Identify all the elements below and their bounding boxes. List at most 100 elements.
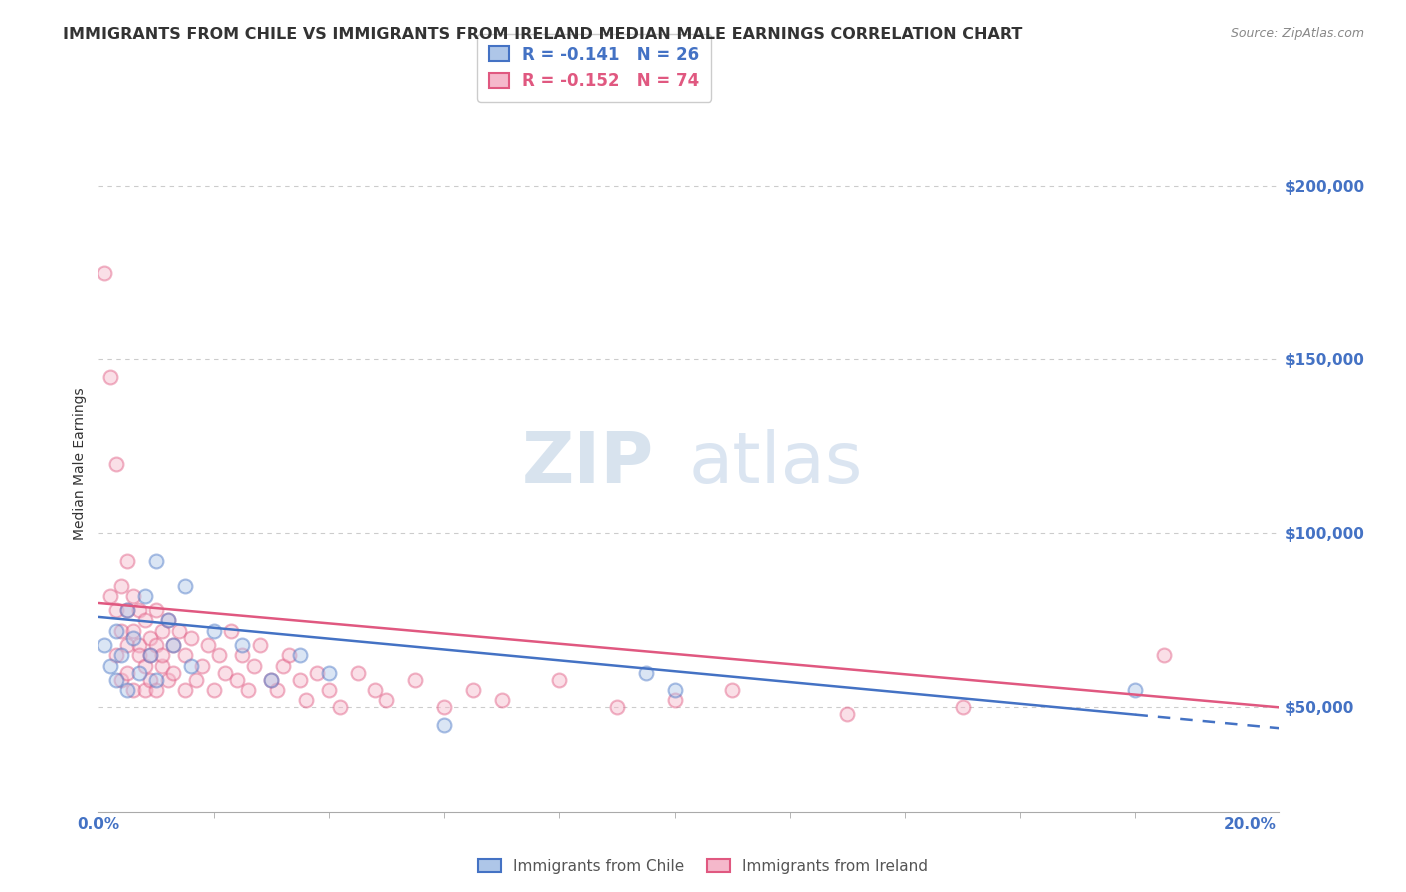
Point bbox=[139, 631, 162, 645]
Point bbox=[249, 638, 271, 652]
Point bbox=[110, 624, 132, 638]
Point bbox=[197, 638, 219, 652]
Point bbox=[404, 673, 426, 687]
Point bbox=[122, 589, 145, 603]
Legend: Immigrants from Chile, Immigrants from Ireland: Immigrants from Chile, Immigrants from I… bbox=[471, 853, 935, 880]
Point bbox=[115, 603, 138, 617]
Point bbox=[491, 693, 513, 707]
Point bbox=[145, 673, 167, 687]
Point bbox=[150, 658, 173, 673]
Point bbox=[266, 683, 288, 698]
Point bbox=[433, 717, 456, 731]
Point bbox=[288, 673, 311, 687]
Point bbox=[219, 624, 242, 638]
Point bbox=[634, 665, 657, 680]
Point bbox=[238, 683, 260, 698]
Point bbox=[110, 648, 132, 662]
Legend: R = -0.141   N = 26, R = -0.152   N = 74: R = -0.141 N = 26, R = -0.152 N = 74 bbox=[478, 34, 711, 102]
Point bbox=[104, 603, 127, 617]
Point bbox=[104, 673, 127, 687]
Point bbox=[122, 631, 145, 645]
Point bbox=[214, 665, 236, 680]
Point bbox=[93, 638, 115, 652]
Point bbox=[134, 658, 156, 673]
Point bbox=[104, 648, 127, 662]
Point bbox=[98, 369, 121, 384]
Point bbox=[98, 589, 121, 603]
Point bbox=[145, 638, 167, 652]
Point bbox=[156, 614, 179, 628]
Point bbox=[202, 683, 225, 698]
Point bbox=[295, 693, 318, 707]
Point bbox=[180, 658, 202, 673]
Point bbox=[122, 683, 145, 698]
Point bbox=[139, 673, 162, 687]
Point bbox=[225, 673, 247, 687]
Point bbox=[277, 648, 299, 662]
Point bbox=[115, 665, 138, 680]
Point bbox=[145, 683, 167, 698]
Point bbox=[664, 693, 686, 707]
Point bbox=[318, 683, 340, 698]
Point bbox=[375, 693, 398, 707]
Point bbox=[134, 683, 156, 698]
Point bbox=[134, 589, 156, 603]
Point bbox=[173, 648, 195, 662]
Point bbox=[307, 665, 329, 680]
Text: atlas: atlas bbox=[689, 429, 863, 499]
Point bbox=[346, 665, 368, 680]
Point bbox=[180, 631, 202, 645]
Point bbox=[318, 665, 340, 680]
Point bbox=[548, 673, 571, 687]
Point bbox=[115, 683, 138, 698]
Point bbox=[664, 683, 686, 698]
Point bbox=[162, 638, 184, 652]
Point bbox=[150, 648, 173, 662]
Point bbox=[128, 603, 150, 617]
Point bbox=[128, 648, 150, 662]
Point bbox=[231, 648, 253, 662]
Point bbox=[104, 457, 127, 471]
Point bbox=[115, 554, 138, 568]
Point bbox=[139, 648, 162, 662]
Point bbox=[98, 658, 121, 673]
Point bbox=[115, 603, 138, 617]
Point bbox=[122, 624, 145, 638]
Text: IMMIGRANTS FROM CHILE VS IMMIGRANTS FROM IRELAND MEDIAN MALE EARNINGS CORRELATIO: IMMIGRANTS FROM CHILE VS IMMIGRANTS FROM… bbox=[63, 27, 1022, 42]
Text: ZIP: ZIP bbox=[522, 429, 654, 499]
Point bbox=[173, 683, 195, 698]
Point bbox=[243, 658, 266, 673]
Point bbox=[231, 638, 253, 652]
Point bbox=[156, 673, 179, 687]
Point bbox=[952, 700, 974, 714]
Point bbox=[104, 624, 127, 638]
Point bbox=[173, 579, 195, 593]
Point bbox=[721, 683, 744, 698]
Point bbox=[128, 638, 150, 652]
Point bbox=[288, 648, 311, 662]
Point bbox=[145, 554, 167, 568]
Point bbox=[1153, 648, 1175, 662]
Point bbox=[271, 658, 294, 673]
Point bbox=[128, 665, 150, 680]
Point bbox=[167, 624, 190, 638]
Text: Source: ZipAtlas.com: Source: ZipAtlas.com bbox=[1230, 27, 1364, 40]
Point bbox=[93, 266, 115, 280]
Point bbox=[186, 673, 208, 687]
Point bbox=[110, 579, 132, 593]
Point bbox=[208, 648, 231, 662]
Point bbox=[260, 673, 283, 687]
Point bbox=[150, 624, 173, 638]
Point bbox=[139, 648, 162, 662]
Point bbox=[364, 683, 387, 698]
Point bbox=[260, 673, 283, 687]
Point bbox=[191, 658, 214, 673]
Point bbox=[837, 707, 859, 722]
Y-axis label: Median Male Earnings: Median Male Earnings bbox=[73, 387, 87, 541]
Point bbox=[461, 683, 484, 698]
Point bbox=[162, 665, 184, 680]
Point bbox=[606, 700, 628, 714]
Point bbox=[162, 638, 184, 652]
Point bbox=[134, 614, 156, 628]
Point bbox=[329, 700, 352, 714]
